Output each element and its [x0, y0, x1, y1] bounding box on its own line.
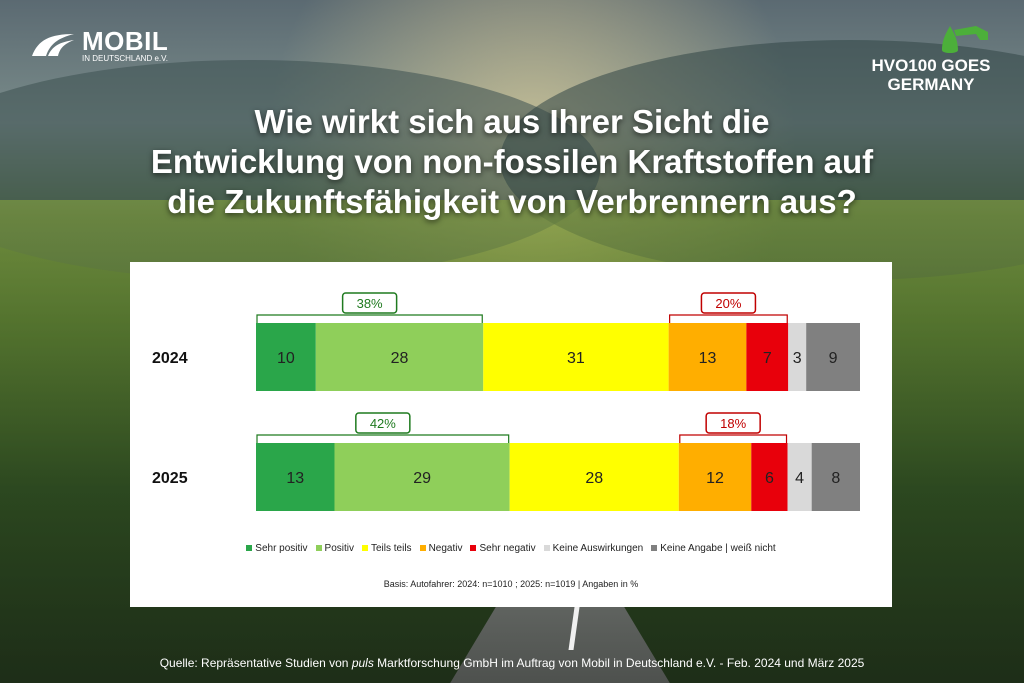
- bar-value-label: 29: [413, 470, 431, 487]
- bar-segment: [256, 443, 335, 511]
- fuel-nozzle-icon: [942, 26, 988, 53]
- annotation-box: [355, 412, 411, 434]
- bar-value-label: 28: [585, 470, 603, 487]
- source-text-after: Marktforschung GmbH im Auftrag von Mobil…: [373, 656, 865, 670]
- bar-value-label: 13: [286, 470, 304, 487]
- basis-note: Basis: Autofahrer: 2024: n=1010 ; 2025: …: [383, 579, 639, 589]
- bar-segment: [746, 323, 789, 391]
- brand-name: MOBIL: [82, 26, 169, 56]
- bar-value-label: 28: [391, 350, 409, 367]
- legend-label: Sehr negativ: [479, 543, 536, 554]
- bracket-line: [679, 434, 788, 443]
- annotation-box: [705, 412, 761, 434]
- legend-item: Positiv: [315, 543, 354, 554]
- bar-value-label: 6: [765, 470, 774, 487]
- bracket-line: [256, 314, 483, 323]
- annotation-label: 20%: [715, 296, 741, 311]
- annotation-label: 42%: [370, 416, 396, 431]
- legend-swatch: [246, 545, 253, 552]
- legend-label: Teils teils: [370, 543, 412, 554]
- bar-value-label: 10: [277, 350, 295, 367]
- bracket-line: [256, 434, 510, 443]
- legend-item: Sehr positiv: [246, 543, 308, 554]
- legend-label: Sehr positiv: [255, 543, 308, 554]
- bar-segment: [334, 443, 510, 511]
- bar-segment: [678, 443, 752, 511]
- legend-label: Keine Angabe | weiß nicht: [660, 543, 776, 554]
- annotation-box: [341, 292, 398, 314]
- legend-label: Keine Auswirkungen: [552, 543, 644, 554]
- headline-line3: die Zukunftsfähigkeit von Verbrennern au…: [167, 183, 857, 220]
- legend-swatch: [419, 545, 426, 552]
- legend-swatch: [470, 545, 477, 552]
- bar-segment: [811, 443, 860, 511]
- brand-subtitle: IN DEUTSCHLAND e.V.: [82, 54, 168, 63]
- bar-segment: [315, 323, 484, 391]
- bar-value-label: 12: [706, 470, 724, 487]
- annotation-label: 38%: [357, 296, 383, 311]
- stacked-bar-chart: 2024 10 28 31 13 7 3 9 38% 20% 2025 13 29 28 12 6 4 8 42% 1…: [152, 292, 860, 511]
- bar-value-label: 31: [567, 350, 585, 367]
- legend-item: Keine Angabe | weiß nicht: [651, 543, 776, 554]
- category-label: 2024: [152, 350, 188, 367]
- road-swoosh-icon: [32, 34, 74, 56]
- legend-swatch: [361, 545, 368, 552]
- bar-segment: [788, 323, 807, 391]
- bar-value-label: 4: [795, 470, 804, 487]
- bracket-line: [669, 314, 788, 323]
- legend-swatch: [315, 545, 322, 552]
- chart-legend: Sehr positiv Positiv Teils teils Negativ Seh…: [130, 543, 892, 554]
- legend-swatch: [651, 545, 658, 552]
- bar-value-label: 9: [829, 350, 838, 367]
- source-note: Quelle: Repräsentative Studien von puls …: [0, 656, 1024, 670]
- bar-value-label: 8: [831, 470, 840, 487]
- annotation-label: 18%: [720, 416, 746, 431]
- hvo100-logo: HVO100 GOES GERMANY: [866, 20, 996, 100]
- legend-item: Keine Auswirkungen: [543, 543, 644, 554]
- headline-line1: Wie wirkt sich aus Ihrer Sicht die: [254, 103, 770, 140]
- category-label: 2025: [152, 470, 188, 487]
- legend-item: Negativ: [419, 543, 463, 554]
- bar-segment: [806, 323, 860, 391]
- chart-panel: 2024 10 28 31 13 7 3 9 38% 20% 2025 13 29 28 12 6 4 8 42% 1…: [130, 262, 892, 607]
- bar-value-label: 3: [793, 350, 802, 367]
- source-text-italic: puls: [351, 656, 374, 670]
- bar-segment: [787, 443, 812, 511]
- bar-segment: [509, 443, 679, 511]
- legend-item: Sehr negativ: [470, 543, 536, 554]
- bar-segment: [668, 323, 747, 391]
- bar-segment: [751, 443, 788, 511]
- annotation-box: [700, 292, 757, 314]
- bar-value-label: 7: [763, 350, 772, 367]
- campaign-line1: HVO100 GOES: [871, 56, 991, 75]
- legend-label: Negativ: [428, 543, 463, 554]
- headline-line2: Entwicklung von non-fossilen Kraftstoffe…: [150, 143, 874, 180]
- legend-swatch: [543, 545, 550, 552]
- legend-label: Positiv: [324, 543, 354, 554]
- source-text-before: Quelle: Repräsentative Studien von: [159, 656, 352, 670]
- campaign-line2: GERMANY: [887, 75, 975, 94]
- legend-item: Teils teils: [361, 543, 412, 554]
- headline: Wie wirkt sich aus Ihrer Sicht die Entwi…: [60, 102, 964, 222]
- bar-segment: [256, 323, 316, 391]
- bar-segment: [483, 323, 669, 391]
- bar-value-label: 13: [699, 350, 717, 367]
